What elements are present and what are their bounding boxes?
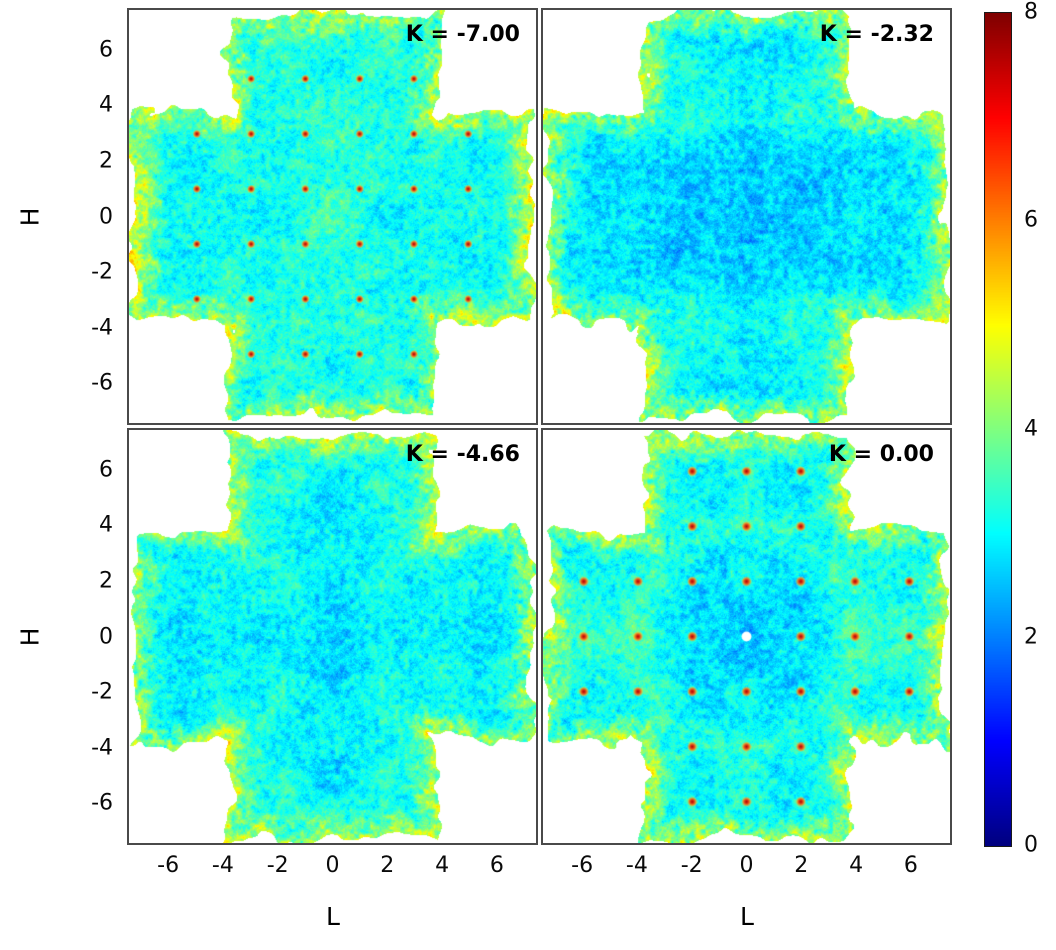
x-tick-label: -6 — [571, 853, 594, 878]
heatmap-panel-bottom-left: K = -4.66 — [127, 428, 538, 845]
panel-k-label: K = -4.66 — [405, 442, 520, 467]
y-tick-label: 0 — [99, 624, 113, 649]
x-axis-label-col1: L — [326, 902, 340, 931]
panel-k-label: K = -7.00 — [405, 22, 520, 47]
x-tick-label: 2 — [380, 853, 395, 878]
colorbar-tick-label: 4 — [1024, 416, 1038, 441]
heatmap-canvas-top-left — [129, 10, 536, 423]
colorbar — [984, 12, 1012, 847]
y-tick-label: -6 — [91, 790, 113, 816]
x-tick-label: -2 — [266, 853, 289, 878]
y-tick-label: 6 — [99, 457, 113, 483]
y-tick-label: 0 — [99, 204, 113, 229]
x-tick-label: 6 — [489, 853, 504, 878]
x-tick-label: -2 — [680, 853, 703, 878]
y-tick-label: -2 — [91, 259, 113, 285]
x-tick-label: 2 — [794, 853, 809, 878]
y-tick-label: -4 — [91, 315, 113, 341]
x-tick-label: 0 — [325, 853, 340, 878]
y-tick-label: 2 — [99, 568, 113, 594]
colorbar-tick-label: 8 — [1024, 0, 1038, 25]
y-tick-label: 6 — [99, 37, 113, 63]
y-axis-label-row1: H — [15, 207, 45, 227]
y-tick-label: -4 — [91, 735, 113, 761]
y-tick-label: -6 — [91, 370, 113, 396]
colorbar-tick-label: 6 — [1024, 207, 1038, 233]
x-tick-label: -4 — [211, 853, 234, 878]
x-tick-label: 0 — [739, 853, 754, 878]
x-axis-label-col2: L — [740, 902, 754, 931]
y-tick-label: 4 — [99, 92, 113, 118]
colorbar-canvas — [985, 13, 1011, 846]
colorbar-tick-label: 2 — [1024, 624, 1038, 650]
heatmap-canvas-bottom-left — [129, 430, 536, 843]
heatmap-panel-bottom-right: K = 0.00 — [541, 428, 952, 845]
y-tick-label: 2 — [99, 148, 113, 174]
panel-k-label: K = -2.32 — [819, 22, 934, 47]
x-tick-label: -4 — [625, 853, 648, 878]
heatmap-canvas-top-right — [543, 10, 950, 423]
y-tick-label: -2 — [91, 679, 113, 705]
heatmap-panel-top-left: K = -7.00 — [127, 8, 538, 425]
x-tick-label: 4 — [849, 853, 864, 878]
x-tick-label: 4 — [435, 853, 450, 878]
x-tick-label: 6 — [903, 853, 918, 878]
y-axis-label-row2: H — [15, 627, 45, 647]
x-tick-label: -6 — [157, 853, 180, 878]
heatmap-panel-top-right: K = -2.32 — [541, 8, 952, 425]
colorbar-tick-label: 0 — [1024, 832, 1038, 858]
y-tick-label: 4 — [99, 512, 113, 538]
heatmap-canvas-bottom-right — [543, 430, 950, 843]
panel-k-label: K = 0.00 — [828, 442, 934, 467]
